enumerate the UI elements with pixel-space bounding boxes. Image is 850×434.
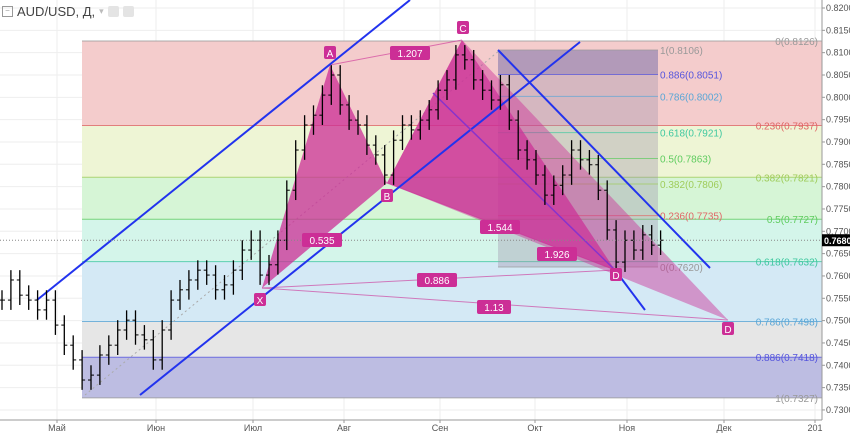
channel-line-lower	[139, 41, 581, 396]
last-price-badge	[822, 234, 850, 247]
trend-line-purple	[432, 92, 616, 271]
last-price-label: 0.7680	[824, 236, 850, 246]
fib-level-label: 0.786(0.7498)	[756, 318, 818, 329]
gear-icon[interactable]	[122, 6, 134, 17]
fib-level-label: 0.5(0.7727)	[767, 215, 818, 226]
time-tick-label: Июл	[244, 423, 262, 433]
pattern-ratio-badge	[537, 247, 577, 261]
fib-inner-label: 0.5(0.7863)	[660, 155, 711, 166]
fib-zone	[82, 357, 822, 398]
fib-inner-label: 0.786(0.8002)	[660, 92, 722, 103]
pattern-ratio-label: 1.926	[544, 250, 569, 261]
time-tick-label: Сен	[432, 423, 449, 433]
time-tick-label: Май	[48, 423, 66, 433]
time-tick-label: 201	[807, 423, 822, 433]
channel-line-descending	[497, 49, 711, 269]
symbol-title: AUD/USD, Д,	[17, 4, 96, 19]
visibility-icon[interactable]	[107, 6, 119, 17]
pattern-ratio-label: 1.544	[487, 223, 512, 234]
pattern-ratio-badge	[477, 300, 511, 314]
pattern-ratio-badge	[417, 273, 457, 287]
collapse-icon[interactable]: −	[2, 6, 13, 17]
time-tick-label: Авг	[337, 423, 352, 433]
fib-inner-label: 0.236(0.7735)	[660, 212, 722, 223]
pattern-point-label: D	[724, 325, 731, 336]
time-tick-label: Дек	[716, 423, 731, 433]
channel-line-upper	[36, 0, 411, 301]
fib-inner-label: 0(0.7620)	[660, 263, 703, 274]
fib-level-label: 0.886(0.7418)	[756, 353, 818, 364]
time-tick-label: Июн	[147, 423, 165, 433]
pattern-point-badge	[254, 293, 266, 306]
fib-level-label: 0.618(0.7632)	[756, 258, 818, 269]
pattern-point-label: A	[327, 49, 334, 60]
fib-level-label: 0.382(0.7821)	[756, 173, 818, 184]
fib-zone	[82, 261, 822, 322]
fib-level-label: 0(0.8126)	[775, 37, 818, 48]
pattern-point-badge	[381, 189, 393, 202]
chart-legend: − AUD/USD, Д, ▾	[2, 4, 134, 19]
pattern-ratio-label: 1.13	[484, 303, 504, 314]
fib-inner-top-zone	[498, 49, 658, 75]
pattern-point-badge	[610, 268, 622, 281]
fib-level-label: 1(0.7327)	[775, 394, 818, 405]
fib-inner-label: 1(0.8106)	[660, 46, 703, 57]
pattern-ratio-label: 0.886	[424, 276, 449, 287]
pattern-triangle-xab	[262, 65, 387, 288]
pattern-ratio-label: 1.207	[397, 49, 422, 60]
pattern-point-badge	[324, 46, 336, 59]
fib-zone	[82, 219, 822, 262]
fib-inner-label: 0.886(0.8051)	[660, 71, 722, 82]
price-axis-bg	[822, 0, 850, 434]
pattern-point-label: C	[459, 24, 466, 35]
fib-inner-label: 0.382(0.7806)	[660, 180, 722, 191]
pattern-point-label: D	[612, 271, 619, 282]
fib-zone	[82, 321, 822, 358]
pattern-point-badge	[722, 322, 734, 335]
pattern-triangle-bcd	[387, 40, 615, 270]
time-tick-label: Окт	[527, 423, 542, 433]
pattern-point-label: X	[257, 296, 264, 307]
fib-level-label: 0.236(0.7937)	[756, 121, 818, 132]
pattern-point-label: B	[384, 192, 391, 203]
chevron-down-icon[interactable]: ▾	[99, 6, 104, 16]
time-tick-label: Ноя	[619, 423, 636, 433]
fib-inner-label: 0.618(0.7921)	[660, 129, 722, 140]
pattern-ratio-label: 0.535	[309, 236, 334, 247]
pattern-point-badge	[457, 21, 469, 34]
pattern-ratio-badge	[390, 46, 430, 60]
pattern-ratio-badge	[302, 233, 342, 247]
pattern-ratio-badge	[480, 220, 520, 234]
